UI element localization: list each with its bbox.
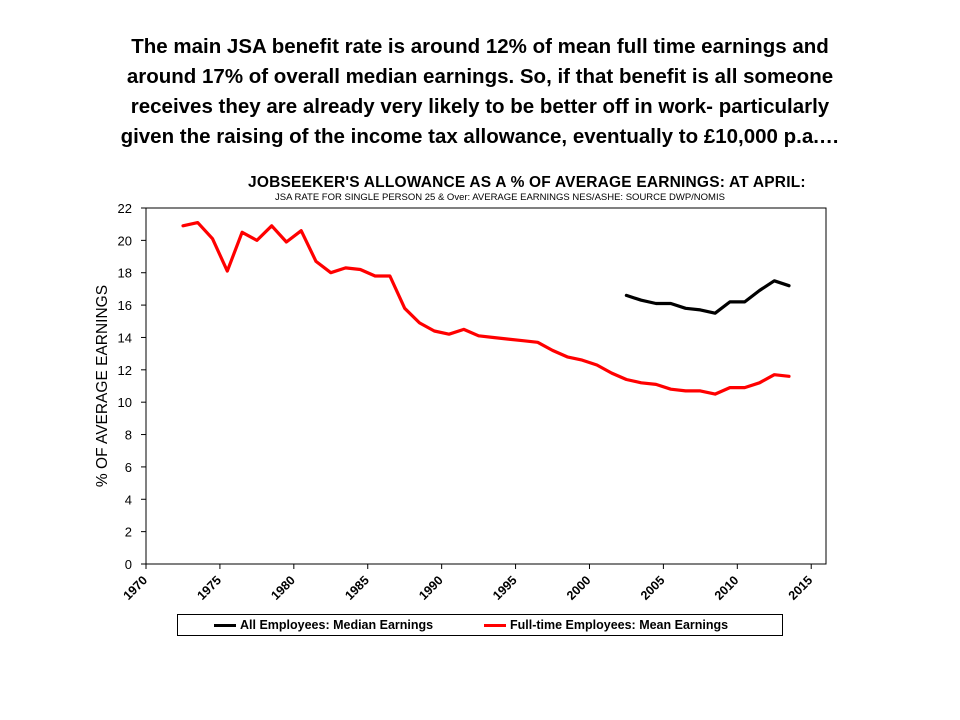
legend-item-mean: Full-time Employees: Mean Earnings bbox=[484, 618, 728, 632]
y-tick-label: 2 bbox=[125, 525, 132, 540]
y-tick-label: 12 bbox=[118, 363, 132, 378]
x-tick-label: 2010 bbox=[712, 573, 742, 603]
y-axis-label: % OF AVERAGE EARNINGS bbox=[94, 285, 111, 487]
headline-line-4: given the raising of the income tax allo… bbox=[120, 125, 840, 148]
x-tick-label: 2000 bbox=[564, 573, 594, 603]
headline-line-3: receives they are already very likely to… bbox=[130, 95, 830, 118]
y-tick-label: 8 bbox=[125, 428, 132, 443]
chart-subtitle: JSA RATE FOR SINGLE PERSON 25 & Over: AV… bbox=[275, 192, 725, 203]
y-axis: 0 2 4 6 8 10 12 14 16 18 20 22 bbox=[118, 201, 146, 572]
x-tick-label: 2015 bbox=[786, 573, 816, 603]
legend-label-mean: Full-time Employees: Mean Earnings bbox=[510, 618, 729, 632]
x-tick-label: 1970 bbox=[121, 573, 151, 603]
chart-title: JOBSEEKER'S ALLOWANCE AS A % OF AVERAGE … bbox=[248, 174, 806, 191]
y-tick-label: 20 bbox=[118, 233, 132, 248]
legend-swatch-mean bbox=[484, 623, 506, 627]
x-tick-label: 2005 bbox=[638, 573, 668, 603]
x-tick-label: 1985 bbox=[342, 573, 372, 603]
y-tick-label: 10 bbox=[118, 395, 132, 410]
y-tick-label: 4 bbox=[125, 492, 132, 507]
legend-label-median: All Employees: Median Earnings bbox=[240, 618, 434, 632]
series-layer bbox=[181, 221, 791, 396]
y-tick-label: 18 bbox=[118, 266, 132, 281]
y-tick-label: 22 bbox=[118, 201, 132, 216]
legend-swatch-median bbox=[214, 623, 236, 627]
headline: The main JSA benefit rate is around 12% … bbox=[20, 32, 940, 152]
headline-line-2: around 17% of overall median earnings. S… bbox=[126, 65, 834, 88]
series-line-median bbox=[624, 279, 791, 315]
legend: All Employees: Median Earnings Full-time… bbox=[177, 614, 783, 636]
y-tick-label: 16 bbox=[118, 298, 132, 313]
plot-area bbox=[145, 207, 827, 565]
legend-item-median: All Employees: Median Earnings bbox=[214, 618, 433, 632]
series-line-mean bbox=[181, 221, 791, 396]
headline-line-1: The main JSA benefit rate is around 12% … bbox=[131, 35, 829, 58]
x-tick-label: 1995 bbox=[490, 573, 520, 603]
y-tick-label: 14 bbox=[118, 330, 132, 345]
x-tick-label: 1990 bbox=[416, 573, 446, 603]
x-axis: 1970 1975 1980 1985 1990 1995 2000 2005 2010 2015 bbox=[121, 564, 816, 603]
x-tick-label: 1975 bbox=[194, 573, 224, 603]
y-tick-label: 0 bbox=[125, 557, 132, 572]
y-tick-label: 6 bbox=[125, 460, 132, 475]
x-tick-label: 1980 bbox=[268, 573, 298, 603]
